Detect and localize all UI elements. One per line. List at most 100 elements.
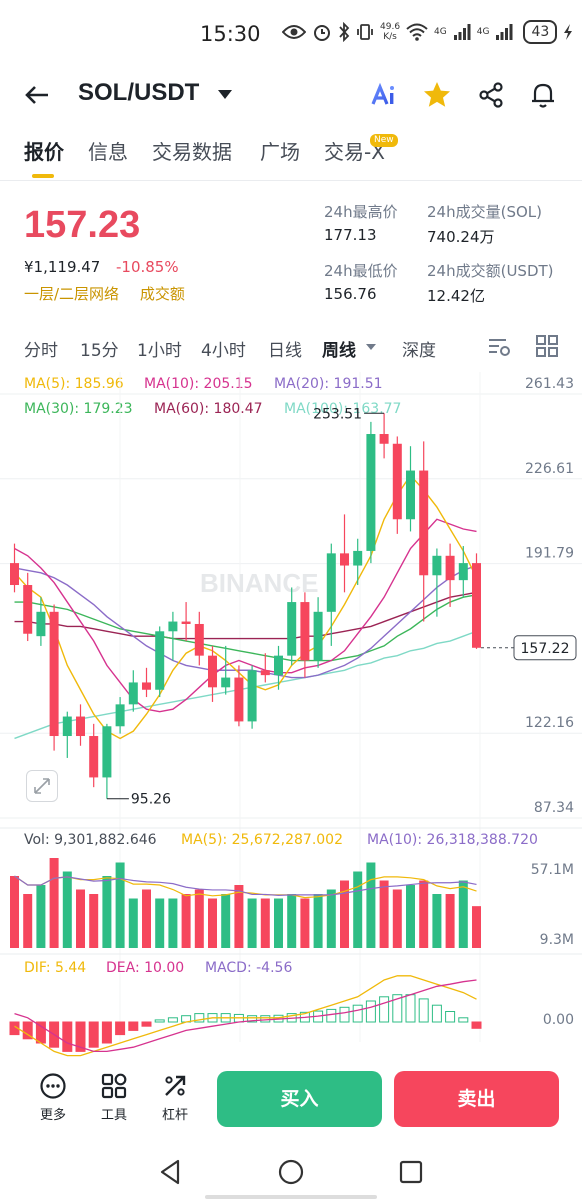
candle-body [313, 611, 323, 661]
candle-body [23, 585, 33, 634]
volume-bar [208, 898, 217, 948]
share-icon[interactable] [476, 80, 506, 110]
dea-legend: DEA: 10.00 [106, 960, 185, 976]
more-button[interactable]: 更多 [28, 1072, 78, 1123]
candle-body [274, 655, 283, 676]
nav-recents-icon[interactable] [396, 1157, 426, 1187]
nav-back-icon[interactable] [156, 1157, 186, 1187]
pair-title[interactable]: SOL/USDT [78, 79, 200, 106]
macd-hist-bar [75, 1021, 86, 1052]
back-arrow-icon[interactable] [22, 80, 52, 110]
price-axis: 261.43 226.61 191.79 122.16 87.34 [525, 376, 574, 816]
nav-home-icon[interactable] [276, 1157, 306, 1187]
star-icon[interactable] [422, 80, 452, 110]
tag-layer-network[interactable]: 一层/二层网络 [24, 285, 120, 303]
volume-bar [62, 871, 72, 948]
interval-1w[interactable]: 周线 [322, 341, 356, 361]
signal-icon-2 [496, 24, 513, 40]
kline-chart[interactable]: BINANCE 261.43 226.61 191.79 122.16 87.34 25… [0, 368, 582, 1058]
interval-depth[interactable]: 深度 [402, 341, 436, 361]
indicator-settings-icon[interactable] [486, 334, 512, 360]
macd-hist-bar [326, 1008, 337, 1023]
volume-bar [49, 858, 59, 948]
volume-bar [353, 871, 363, 948]
volume-bar [274, 898, 283, 948]
home-indicator [205, 1195, 377, 1199]
volume-bar [23, 894, 33, 948]
tools-button[interactable]: 工具 [89, 1072, 139, 1123]
signal-label-2: 4G [476, 27, 490, 37]
interval-1d[interactable]: 日线 [268, 341, 302, 361]
candle-body [128, 682, 138, 705]
leverage-button[interactable]: 杠杆 [150, 1072, 200, 1123]
macd-hist-bar [352, 1004, 363, 1023]
leverage-icon [165, 1075, 186, 1096]
candle-body [115, 704, 125, 727]
macd-hist-bar [62, 1021, 73, 1052]
volume-bar [89, 894, 99, 948]
ma100-line [14, 630, 477, 740]
volume-bars: 57.1M 9.3M [0, 827, 582, 948]
macd-legend: MACD: -4.56 [205, 960, 293, 976]
volume-bar [445, 894, 455, 948]
ma10-legend: MA(10): 205.15 [144, 376, 253, 392]
interval-more-icon[interactable] [366, 344, 376, 350]
candle-body [142, 682, 151, 690]
tag-turnover[interactable]: 成交额 [139, 285, 185, 303]
volume-bar [366, 862, 376, 948]
pair-dropdown-icon[interactable] [218, 90, 232, 99]
bell-icon[interactable] [528, 80, 558, 110]
ma20-legend: MA(20): 191.51 [274, 376, 383, 392]
current-price-label: 157.22 [521, 641, 570, 657]
current-price-box [513, 635, 577, 661]
tab-info[interactable]: 信息 [88, 140, 128, 164]
buy-button[interactable]: 买入 [217, 1071, 382, 1127]
price-tick-label: 261.43 [525, 376, 574, 392]
interval-1h[interactable]: 1小时 [137, 341, 182, 361]
interval-timeline[interactable]: 分时 [24, 341, 58, 361]
watermark-text: BINANCE [200, 568, 318, 598]
candle-body [472, 563, 481, 648]
ai-icon[interactable] [370, 80, 400, 110]
vol-usdt-label: 24h成交额(USDT) [427, 262, 554, 280]
macd-hist-bar [194, 1013, 205, 1023]
status-icons: 49.6 K/s 4G 4G 43 [282, 20, 573, 44]
ma5-legend: MA(5): 185.96 [24, 376, 124, 392]
ma60-line [14, 591, 477, 640]
volume-bar [472, 906, 481, 948]
candle-body [62, 716, 72, 737]
volume-bar [168, 898, 178, 948]
tab-quote[interactable]: 报价 [24, 140, 64, 164]
interval-15m[interactable]: 15分 [80, 341, 119, 361]
bottom-action-bar: 更多 工具 杠杆 买入 卖出 [0, 1062, 582, 1142]
sell-button[interactable]: 卖出 [394, 1071, 559, 1127]
volume-bar [392, 889, 402, 948]
volume-bar [36, 885, 46, 948]
interval-4h[interactable]: 4小时 [201, 341, 246, 361]
macd-hist-bar [35, 1021, 46, 1044]
candle-body [366, 434, 376, 551]
high-marker-label: 253.51 [313, 406, 362, 422]
tab-trade-data[interactable]: 交易数据 [152, 140, 232, 164]
macd-hist-bar [22, 1021, 33, 1040]
tab-square[interactable]: 广场 [260, 140, 300, 164]
volume-bar [458, 880, 468, 948]
candle-body [10, 563, 19, 586]
volume-bar [432, 894, 442, 948]
more-icon [40, 1073, 66, 1099]
high-label: 24h最高价 [324, 203, 398, 221]
volume-bar [155, 898, 165, 948]
dif-line [14, 975, 477, 1057]
volume-bar [128, 898, 138, 948]
volume-ma10-legend: MA(10): 26,318,388.720 [367, 832, 538, 848]
candle-body [89, 736, 99, 778]
macd-axis-zero: 0.00 [543, 1012, 574, 1028]
charging-icon [564, 24, 573, 40]
expand-chart-button[interactable] [26, 770, 58, 802]
last-price: 157.23 [24, 204, 141, 246]
layout-grid-icon[interactable] [535, 334, 559, 358]
macd-hist-bar [392, 994, 403, 1023]
vibrate-icon [357, 24, 373, 40]
volume-bar [194, 889, 204, 948]
volume-bar [300, 898, 310, 948]
